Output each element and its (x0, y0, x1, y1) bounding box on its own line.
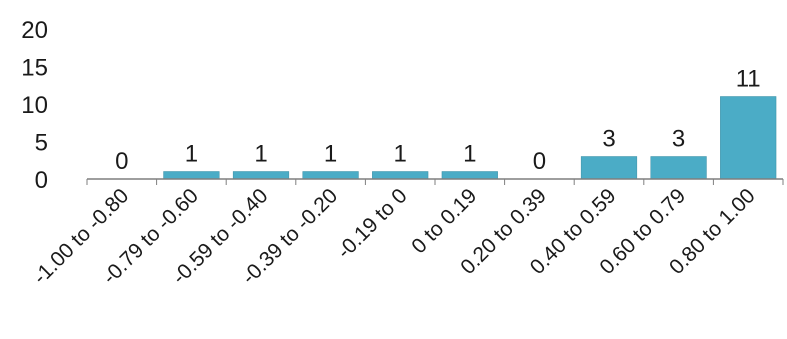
y-tick-label: 10 (21, 92, 48, 119)
y-tick-label: 0 (35, 167, 48, 194)
data-labels: 0 1 1 1 1 1 03 311 (115, 66, 761, 176)
data-label: 1 (463, 141, 476, 168)
data-label: 1 (324, 141, 337, 168)
data-label: 11 (736, 66, 761, 93)
y-tick-label: 5 (35, 130, 48, 157)
data-label: 1 (394, 141, 407, 168)
bar (302, 171, 359, 180)
bar (650, 156, 707, 180)
category-labels: -1.00 to -0.80-0.79 to -0.60-0.59 to -0.… (29, 184, 760, 289)
y-tick-label: 15 (21, 55, 48, 82)
data-label: 3 (602, 126, 615, 153)
bars (163, 96, 777, 180)
y-tick-label: 20 (21, 17, 48, 44)
bar (720, 96, 777, 180)
data-label: 0 (533, 148, 546, 175)
bar (232, 171, 290, 180)
category-label: -0.19 to 0 (333, 184, 412, 263)
bar (580, 156, 638, 180)
bar (372, 171, 429, 180)
x-axis-tick-marks (86, 179, 784, 185)
y-axis-ticks: 0 5 10 15 20 (21, 17, 48, 194)
data-label: 0 (115, 148, 128, 175)
data-label: 3 (672, 126, 685, 153)
bar (441, 171, 498, 180)
bar (163, 171, 220, 180)
data-label: 1 (254, 141, 267, 168)
category-label: 0 to 0.19 (407, 184, 481, 258)
data-label: 1 (185, 141, 198, 168)
